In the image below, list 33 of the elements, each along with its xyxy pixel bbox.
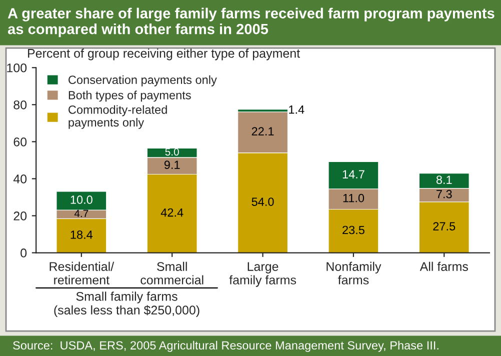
x-tick-label: All farms [420,262,468,271]
data-label: 23.5 [342,226,364,234]
legend-label: Conservation payments only [68,75,217,86]
data-label: 14.7 [342,170,364,178]
y-tick-label: 0 [20,248,27,258]
y-tick-label: 80 [14,100,27,110]
x-tick-label: Residential/ retirement [50,262,114,284]
data-label: 18.4 [70,230,93,239]
data-label: 8.1 [436,176,452,184]
y-tick-label: 100 [7,63,27,72]
data-label: 9.1 [164,160,180,170]
data-label: 11.0 [343,194,364,202]
data-label: 10.0 [70,196,92,204]
data-label: 54.0 [252,198,274,206]
text: Small family farms (sales less than $250,000) [54,292,200,317]
data-label: 1.4 [289,106,304,114]
legend-label: Commodity-related payments only [68,105,167,129]
data-label: 22.1 [252,127,274,136]
legend-label: Both types of payments [68,90,191,102]
y-tick-label: 60 [14,137,27,146]
source-note: Source: USDA, ERS, 2005 Agricultural Resource Management Survey, Phase III. [13,340,438,352]
y-axis-title: Percent of group receiving either type of payment [28,48,300,60]
x-tick-label: Small commercial [140,262,204,284]
data-label: 4.7 [74,210,88,218]
data-label: 27.5 [433,222,456,230]
x-tick-label: Large family farms [229,262,296,287]
x-tick-label: Nonfamily farms [326,262,382,284]
data-label: 7.3 [436,190,452,198]
data-label: 42.4 [160,208,184,217]
data-label: 5.0 [165,148,179,156]
y-tick-label: 20 [14,212,27,220]
y-tick-label: 40 [13,174,27,184]
chart-title: A greater share of large family farms received farm program payments as compared with other farms in 2005 [8,8,494,38]
